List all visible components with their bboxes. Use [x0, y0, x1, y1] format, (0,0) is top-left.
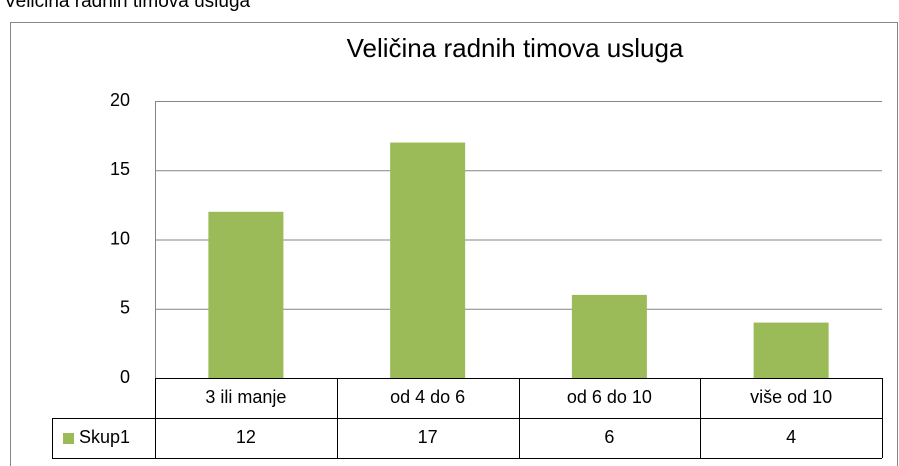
y-tick-label: 10 [110, 228, 130, 248]
y-tick-label: 5 [120, 298, 130, 318]
table-value: 4 [786, 427, 796, 447]
chart-border [10, 22, 898, 466]
table-value: 12 [236, 427, 256, 447]
bar [390, 142, 466, 378]
y-tick-label: 0 [120, 367, 130, 387]
bar [571, 294, 647, 378]
y-tick-label: 20 [110, 90, 130, 110]
table-value: 17 [418, 427, 438, 447]
y-tick-label: 15 [110, 159, 130, 179]
x-tick-label: od 6 do 10 [567, 387, 652, 407]
caption: Veličina radnih timova usluga [4, 0, 251, 12]
x-tick-label: više od 10 [750, 387, 832, 407]
chart-title: Veličina radnih timova usluga [347, 33, 684, 63]
x-tick-label: 3 ili manje [205, 387, 286, 407]
bar [753, 322, 829, 378]
legend-swatch [63, 433, 74, 444]
bar [208, 211, 284, 378]
legend-label: Skup1 [79, 427, 130, 447]
x-tick-label: od 4 do 6 [390, 387, 465, 407]
table-value: 6 [604, 427, 614, 447]
